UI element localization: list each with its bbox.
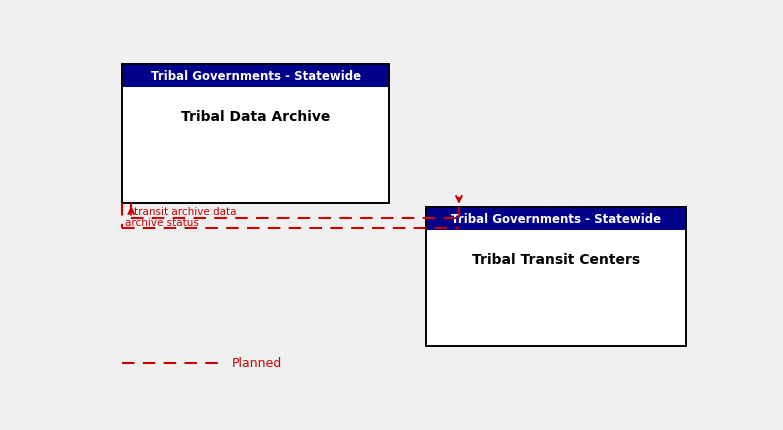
Text: Tribal Governments - Statewide: Tribal Governments - Statewide [451,212,661,225]
Text: archive status: archive status [125,217,199,227]
Bar [426,207,687,230]
Text: Tribal Governments - Statewide: Tribal Governments - Statewide [150,70,361,83]
Text: Tribal Data Archive: Tribal Data Archive [181,110,330,124]
Bar [426,207,687,346]
Text: Planned: Planned [232,356,282,369]
Bar [426,207,687,346]
Bar [122,65,389,88]
Bar [122,65,389,204]
Bar [122,65,389,204]
Text: Tribal Transit Centers: Tribal Transit Centers [472,252,640,266]
Text: transit archive data: transit archive data [135,206,236,216]
